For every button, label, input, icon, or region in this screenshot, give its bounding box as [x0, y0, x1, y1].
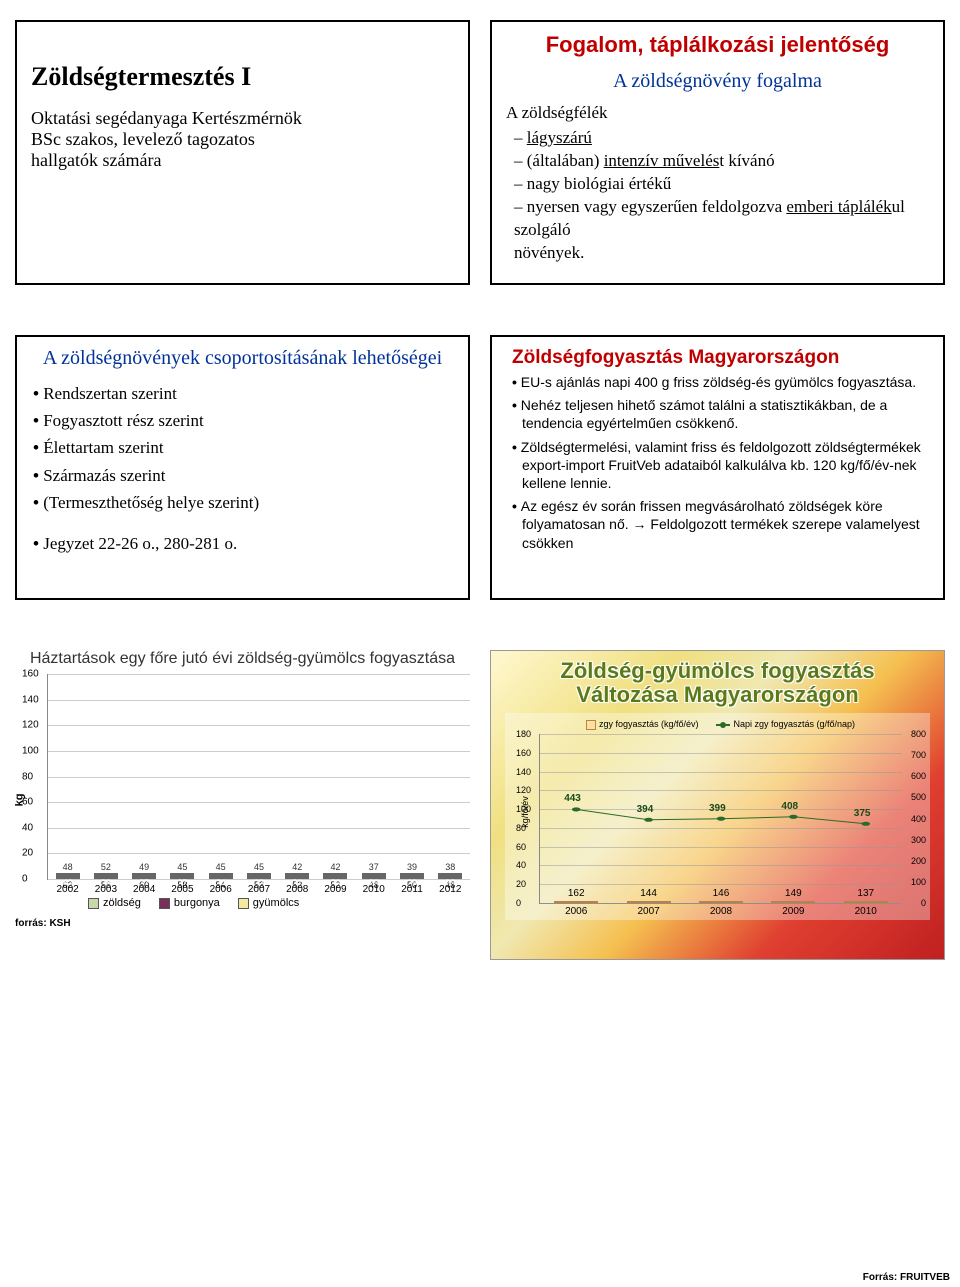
bar-column: 5231422008 — [285, 873, 309, 879]
list-item: nyersen vagy egyszerűen feldolgozva embe… — [514, 196, 929, 242]
combo-chart: 0204060801001201401601800100200300400500… — [539, 734, 902, 904]
chart-title-line: Változása Magyarországon — [499, 683, 936, 707]
list-item: (Termeszthetőség helye szerint) — [33, 489, 454, 516]
list-item: EU-s ajánlás napi 400 g friss zöldség-és… — [512, 373, 929, 391]
sub-heading: A zöldségnövény fogalma — [506, 70, 929, 93]
bar-column: 6243482002 — [56, 873, 80, 879]
section-heading: Zöldségfogyasztás Magyarországon — [512, 347, 929, 369]
chart-legend: zgy fogyasztás (kg/fő/év) Napi zgy fogya… — [539, 719, 902, 730]
list-item: Fogyasztott rész szerint — [33, 407, 454, 434]
bar-column: 6037492004 — [132, 873, 156, 879]
list-item: Rendszertan szerint — [33, 380, 454, 407]
list-item: nagy biológiai értékű — [514, 173, 929, 196]
subtitle-line: Oktatási segédanyaga Kertészmérnök — [31, 108, 454, 129]
slide-consumption-text: Zöldségfogyasztás Magyarországon EU-s aj… — [490, 335, 945, 600]
list-item: Az egész év során frissen megvásárolható… — [512, 497, 929, 552]
bar-column: 5638522003 — [94, 873, 118, 879]
chart-title: Háztartások egy főre jutó évi zöldség-gy… — [15, 650, 470, 668]
bar-column: 4829382012 — [438, 873, 462, 879]
slide-title: Zöldségtermesztés I Oktatási segédanyaga… — [15, 20, 470, 285]
consumption-list: EU-s ajánlás napi 400 g friss zöldség-és… — [506, 373, 929, 552]
bar-column: 1372010 — [844, 901, 888, 903]
slide-grouping: A zöldségnövények csoportosításának lehe… — [15, 335, 470, 600]
bar-column: 5230422009 — [323, 873, 347, 879]
concept-list: lágyszárú (általában) intenzív művelést … — [506, 127, 929, 265]
list-item-tail: növények. — [514, 242, 929, 265]
subtitle-line: BSc szakos, levelező tagozatos — [31, 129, 454, 150]
subtitle-line: hallgatók számára — [31, 150, 454, 171]
slide-chart-ksh: Háztartások egy főre jutó évi zöldség-gy… — [15, 650, 470, 960]
footnote-list: Jegyzet 22-26 o., 280-281 o. — [31, 530, 454, 557]
grouping-list: Rendszertan szerint Fogyasztott rész sze… — [31, 380, 454, 516]
bar-column: 5434452006 — [209, 873, 233, 879]
chart-source: forrás: KSH — [15, 918, 470, 929]
slide-concept: Fogalom, táplálkozási jelentőség A zölds… — [490, 20, 945, 285]
bar-column: 5837452005 — [170, 873, 194, 879]
list-item: Élettartam szerint — [33, 434, 454, 461]
bar-column: 1492009 — [771, 901, 815, 903]
sub-heading: A zöldségnövények csoportosításának lehe… — [31, 347, 454, 370]
main-title: Zöldségtermesztés I — [31, 62, 454, 92]
bar-column: 1442007 — [627, 901, 671, 903]
section-heading: Fogalom, táplálkozási jelentőség — [506, 32, 929, 58]
list-item: Nehéz teljesen hihető számot találni a s… — [512, 396, 929, 432]
bar-column: 1462008 — [699, 901, 743, 903]
bar-column: 1622006 — [554, 901, 598, 903]
bar-column: 5333452007 — [247, 873, 271, 879]
chart-legend: zöldségburgonyagyümölcs — [88, 897, 470, 909]
footnote: Jegyzet 22-26 o., 280-281 o. — [33, 530, 454, 557]
list-item: (általában) intenzív művelést kívánó — [514, 150, 929, 173]
bar-column: 5029392011 — [400, 873, 424, 879]
lead-text: A zöldségfélék — [506, 103, 929, 123]
list-item: Zöldségtermelési, valamint friss és feld… — [512, 438, 929, 493]
list-item: lágyszárú — [514, 127, 929, 150]
stacked-bar-chart: kg 0204060801001201401606243482002563852… — [15, 674, 470, 914]
bar-column: 4829372010 — [362, 873, 386, 879]
slide-chart-fruitveb: Zöldség-gyümölcs fogyasztás Változása Ma… — [490, 650, 945, 960]
list-item: Származás szerint — [33, 462, 454, 489]
chart-title-line: Zöldség-gyümölcs fogyasztás — [499, 659, 936, 683]
